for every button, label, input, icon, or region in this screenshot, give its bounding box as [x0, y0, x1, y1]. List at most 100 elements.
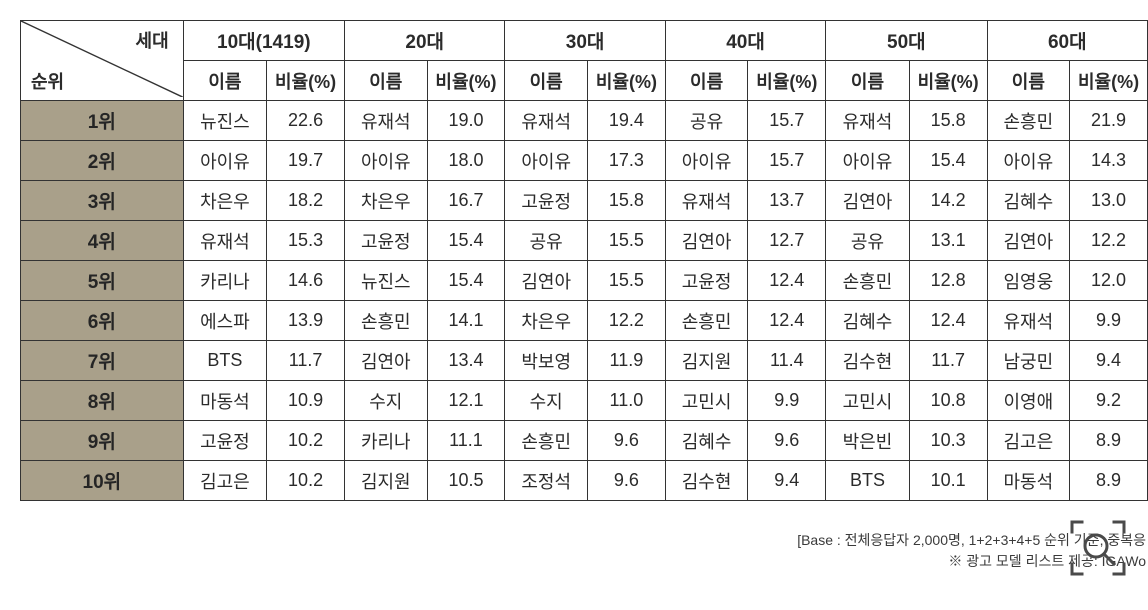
pct-cell: 15.3 — [267, 221, 345, 261]
sub-name-2: 이름 — [505, 61, 588, 101]
name-cell: 김혜수 — [665, 421, 748, 461]
name-cell: 뉴진스 — [344, 261, 427, 301]
pct-cell: 9.6 — [748, 421, 826, 461]
name-cell: 손흥민 — [826, 261, 910, 301]
name-cell: 김수현 — [826, 341, 910, 381]
name-cell: 고민시 — [826, 381, 910, 421]
name-cell: 고민시 — [665, 381, 748, 421]
name-cell: 마동석 — [987, 461, 1070, 501]
pct-cell: 19.0 — [427, 101, 505, 141]
pct-cell: 15.8 — [909, 101, 987, 141]
name-cell: 수지 — [505, 381, 588, 421]
pct-cell: 18.2 — [267, 181, 345, 221]
pct-cell: 13.0 — [1070, 181, 1148, 221]
name-cell: 아이유 — [183, 141, 267, 181]
pct-cell: 16.7 — [427, 181, 505, 221]
rank-cell: 7위 — [21, 341, 184, 381]
name-cell: 아이유 — [987, 141, 1070, 181]
pct-cell: 12.8 — [909, 261, 987, 301]
pct-cell: 14.6 — [267, 261, 345, 301]
pct-cell: 9.4 — [1070, 341, 1148, 381]
name-cell: 아이유 — [826, 141, 910, 181]
table-row: 7위BTS11.7김연아13.4박보영11.9김지원11.4김수현11.7남궁민… — [21, 341, 1148, 381]
pct-cell: 9.9 — [748, 381, 826, 421]
pct-cell: 15.7 — [748, 101, 826, 141]
name-cell: 카리나 — [344, 421, 427, 461]
name-cell: BTS — [826, 461, 910, 501]
table-row: 9위고윤정10.2카리나11.1손흥민9.6김혜수9.6박은빈10.3김고은8.… — [21, 421, 1148, 461]
table-row: 10위김고은10.2김지원10.5조정석9.6김수현9.4BTS10.1마동석8… — [21, 461, 1148, 501]
pct-cell: 22.6 — [267, 101, 345, 141]
pct-cell: 12.0 — [1070, 261, 1148, 301]
name-cell: 김연아 — [665, 221, 748, 261]
table-row: 4위유재석15.3고윤정15.4공유15.5김연아12.7공유13.1김연아12… — [21, 221, 1148, 261]
name-cell: 김고은 — [987, 421, 1070, 461]
rank-cell: 8위 — [21, 381, 184, 421]
table-row: 8위마동석10.9수지12.1수지11.0고민시9.9고민시10.8이영애9.2 — [21, 381, 1148, 421]
corner-bottom-label: 순위 — [31, 68, 64, 94]
name-cell: 김연아 — [987, 221, 1070, 261]
name-cell: 김혜수 — [826, 301, 910, 341]
name-cell: 고윤정 — [183, 421, 267, 461]
name-cell: 박보영 — [505, 341, 588, 381]
name-cell: 김연아 — [826, 181, 910, 221]
name-cell: 김연아 — [505, 261, 588, 301]
name-cell: 손흥민 — [344, 301, 427, 341]
pct-cell: 11.9 — [587, 341, 665, 381]
pct-cell: 15.4 — [427, 261, 505, 301]
name-cell: 김지원 — [344, 461, 427, 501]
sub-pct-3: 비율(%) — [748, 61, 826, 101]
pct-cell: 10.9 — [267, 381, 345, 421]
rank-cell: 1위 — [21, 101, 184, 141]
pct-cell: 15.8 — [587, 181, 665, 221]
name-cell: 이영애 — [987, 381, 1070, 421]
pct-cell: 14.3 — [1070, 141, 1148, 181]
gen-header-0: 10대(1419) — [183, 21, 344, 61]
sub-name-3: 이름 — [665, 61, 748, 101]
name-cell: 차은우 — [183, 181, 267, 221]
name-cell: 수지 — [344, 381, 427, 421]
sub-pct-0: 비율(%) — [267, 61, 345, 101]
pct-cell: 15.4 — [909, 141, 987, 181]
rank-cell: 4위 — [21, 221, 184, 261]
pct-cell: 10.8 — [909, 381, 987, 421]
table-row: 6위에스파13.9손흥민14.1차은우12.2손흥민12.4김혜수12.4유재석… — [21, 301, 1148, 341]
pct-cell: 14.1 — [427, 301, 505, 341]
pct-cell: 12.1 — [427, 381, 505, 421]
pct-cell: 13.9 — [267, 301, 345, 341]
footnotes: [Base : 전체응답자 2,000명, 1+2+3+4+5 순위 기준, 중… — [797, 530, 1148, 572]
gen-header-3: 40대 — [665, 21, 825, 61]
rank-cell: 10위 — [21, 461, 184, 501]
pct-cell: 11.7 — [267, 341, 345, 381]
gen-header-4: 50대 — [826, 21, 987, 61]
name-cell: 손흥민 — [665, 301, 748, 341]
sub-pct-5: 비율(%) — [1070, 61, 1148, 101]
name-cell: 아이유 — [505, 141, 588, 181]
sub-pct-4: 비율(%) — [909, 61, 987, 101]
pct-cell: 14.2 — [909, 181, 987, 221]
table-row: 2위아이유19.7아이유18.0아이유17.3아이유15.7아이유15.4아이유… — [21, 141, 1148, 181]
name-cell: 고윤정 — [344, 221, 427, 261]
pct-cell: 10.3 — [909, 421, 987, 461]
table-body: 1위뉴진스22.6유재석19.0유재석19.4공유15.7유재석15.8손흥민2… — [21, 101, 1148, 501]
name-cell: BTS — [183, 341, 267, 381]
pct-cell: 11.7 — [909, 341, 987, 381]
sub-pct-1: 비율(%) — [427, 61, 505, 101]
pct-cell: 15.4 — [427, 221, 505, 261]
name-cell: 김지원 — [665, 341, 748, 381]
pct-cell: 10.5 — [427, 461, 505, 501]
header-row-1: 세대 순위 10대(1419) 20대 30대 40대 50대 60대 — [21, 21, 1148, 61]
pct-cell: 9.4 — [748, 461, 826, 501]
table-row: 3위차은우18.2차은우16.7고윤정15.8유재석13.7김연아14.2김혜수… — [21, 181, 1148, 221]
name-cell: 유재석 — [826, 101, 910, 141]
sub-name-5: 이름 — [987, 61, 1070, 101]
name-cell: 유재석 — [665, 181, 748, 221]
footnote-2: ※ 광고 모델 리스트 제공: IGAWo — [797, 551, 1146, 572]
pct-cell: 9.6 — [587, 421, 665, 461]
name-cell: 김혜수 — [987, 181, 1070, 221]
name-cell: 임영웅 — [987, 261, 1070, 301]
name-cell: 박은빈 — [826, 421, 910, 461]
gen-header-5: 60대 — [987, 21, 1147, 61]
pct-cell: 11.0 — [587, 381, 665, 421]
name-cell: 유재석 — [183, 221, 267, 261]
